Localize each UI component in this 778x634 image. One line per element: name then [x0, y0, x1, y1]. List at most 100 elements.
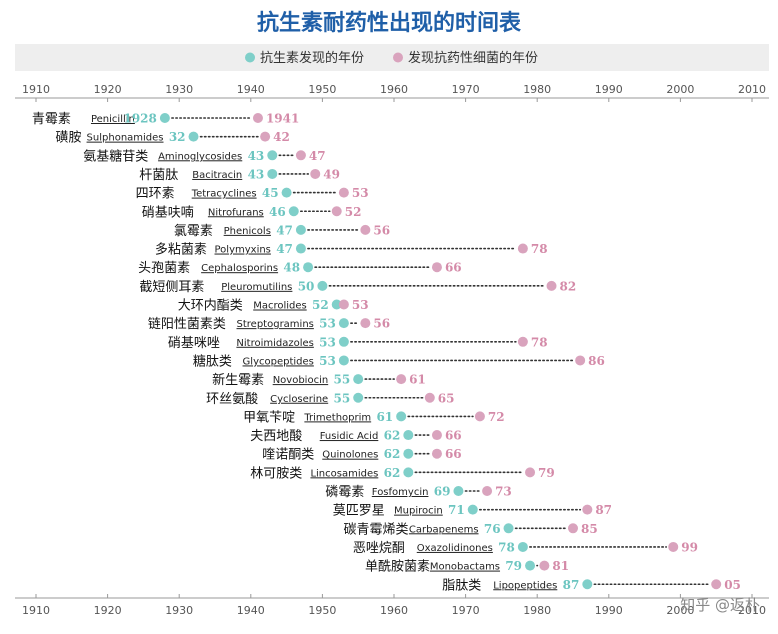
x-tick-label-bottom: 1970: [452, 604, 480, 617]
x-tick-label-bottom: 1980: [523, 604, 551, 617]
row-english-label: Phenicols: [224, 226, 271, 237]
discovery-year-label: 46: [269, 205, 286, 219]
resistance-year-label: 65: [438, 391, 455, 405]
row-english-label: Trimethoprim: [303, 412, 371, 423]
resistance-year-label: 72: [488, 410, 505, 424]
row-chinese-label: 氨基糖苷类: [83, 148, 148, 164]
x-tick-label-top: 2010: [738, 83, 766, 96]
discovery-point: [288, 206, 299, 217]
row-lincosamides: Lincosamides 林可胺类 62 79: [250, 466, 554, 482]
resistance-year-label: 66: [445, 261, 462, 275]
x-tick-label-bottom: 1940: [237, 604, 265, 617]
row-streptogramins: Streptogramins 链阳性菌素类 53 56: [148, 317, 390, 333]
resistance-year-label: 85: [581, 522, 598, 536]
resistance-year-label: 81: [552, 559, 569, 573]
row-english-label: Oxazolidinones: [417, 543, 493, 554]
discovery-year-label: 1928: [123, 112, 156, 126]
discovery-point: [338, 336, 349, 347]
row-english-label: Fusidic Acid: [320, 431, 379, 442]
row-english-label: Lipopeptides: [493, 580, 557, 591]
resistance-year-label: 99: [681, 540, 698, 554]
row-phenicols: Phenicols 氯霉素 47 56: [174, 223, 390, 239]
discovery-year-label: 62: [384, 447, 401, 461]
resistance-point: [575, 355, 586, 366]
x-tick-label-top: 1980: [523, 83, 551, 96]
resistance-point: [260, 131, 271, 142]
x-axis-top: 1910 1920 1930 1940 1950 1960 1970 1980 1990 2000…: [15, 83, 769, 102]
row-chinese-label: 多粘菌素: [155, 242, 207, 258]
row-chinese-label: 糖肽类: [193, 353, 232, 369]
row-chinese-label: 林可胺类: [250, 466, 302, 481]
resistance-year-label: 53: [352, 186, 369, 200]
discovery-year-label: 48: [283, 261, 300, 275]
resistance-point: [295, 150, 306, 161]
discovery-point: [295, 224, 306, 235]
resistance-point: [252, 113, 263, 123]
discovery-year-label: 78: [498, 540, 515, 554]
resistance-year-label: 56: [373, 223, 390, 237]
chart-title: 抗生素耐药性出现的时间表: [257, 10, 522, 36]
row-sulphonamides: Sulphonamides 磺胺 32 42: [56, 130, 290, 146]
discovery-year-label: 61: [376, 410, 393, 424]
row-chinese-label: 硝基咪唑: [168, 335, 220, 351]
row-tetracyclines: Tetracyclines 四环素 45 53: [136, 186, 369, 202]
discovery-point: [188, 131, 199, 142]
row-lipopeptides: Lipopeptides 脂肽类 87 05: [442, 578, 741, 594]
discovery-year-label: 71: [448, 503, 465, 517]
row-macrolides: Macrolides 大环内酯类 52 53: [178, 298, 369, 314]
discovery-point: [303, 262, 314, 273]
row-english-label: Fosfomycin: [372, 487, 429, 498]
row-english-label: Quinolones: [322, 450, 378, 461]
row-chinese-label: 夫西地酸: [250, 429, 302, 444]
resistance-year-label: 42: [273, 130, 290, 144]
row-english-label: Monobactams: [430, 562, 500, 573]
x-tick-label-bottom: 1950: [308, 604, 336, 617]
resistance-point: [338, 299, 349, 310]
row-chinese-label: 环丝氨酸: [206, 392, 258, 407]
resistance-point: [546, 280, 557, 291]
resistance-year-label: 78: [531, 242, 548, 256]
resistance-year-label: 82: [560, 279, 577, 293]
discovery-point: [396, 411, 407, 422]
resistance-year-label: 49: [323, 167, 340, 181]
resistance-point: [331, 206, 342, 217]
row-chinese-label: 头孢菌素: [138, 261, 190, 276]
x-tick-label-bottom: 1960: [380, 604, 408, 617]
discovery-point: [525, 560, 536, 571]
row-chinese-label: 新生霉素: [212, 372, 264, 388]
row-aminoglycosides: Aminoglycosides 氨基糖苷类 43 47: [83, 148, 325, 164]
discovery-year-label: 43: [248, 149, 265, 163]
row-english-label: Pleuromutilins: [221, 282, 292, 293]
legend-discovery-marker: [245, 52, 255, 63]
x-tick-label-bottom: 1910: [22, 604, 50, 617]
row-chinese-label: 链阳性菌素类: [148, 317, 226, 332]
discovery-point: [517, 541, 528, 552]
legend: 抗生素发现的年份 发现抗药性细菌的年份: [245, 50, 538, 66]
row-novobiocin: Novobiocin 新生霉素 55 61: [212, 372, 426, 388]
discovery-year-label: 87: [563, 578, 580, 592]
row-chinese-label: 碳青霉烯类: [344, 522, 409, 537]
discovery-year-label: 47: [276, 242, 293, 256]
resistance-year-label: 79: [538, 466, 555, 480]
discovery-year-label: 62: [384, 466, 401, 480]
discovery-point: [267, 168, 278, 179]
x-tick-label-bottom: 1930: [165, 604, 193, 617]
resistance-point: [525, 467, 536, 478]
row-english-label: Polymyxins: [215, 245, 271, 256]
row-english-label: Novobiocin: [273, 375, 329, 386]
row-oxazolidinones: Oxazolidinones 恶唑烷酮 78 99: [353, 540, 698, 556]
resistance-year-label: 53: [352, 298, 369, 312]
row-english-label: Cycloserine: [270, 394, 328, 405]
row-english-label: Penicillin: [91, 114, 135, 125]
resistance-point: [310, 168, 321, 179]
resistance-point: [517, 243, 528, 254]
resistance-point: [474, 411, 485, 422]
discovery-point: [331, 299, 342, 310]
discovery-year-label: 45: [262, 186, 279, 200]
row-chinese-label: 杆菌肽: [139, 168, 178, 183]
x-tick-label-top: 1910: [22, 83, 50, 96]
resistance-point: [431, 448, 442, 459]
row-chinese-label: 磺胺: [56, 131, 82, 146]
row-chinese-label: 大环内酯类: [178, 298, 243, 314]
